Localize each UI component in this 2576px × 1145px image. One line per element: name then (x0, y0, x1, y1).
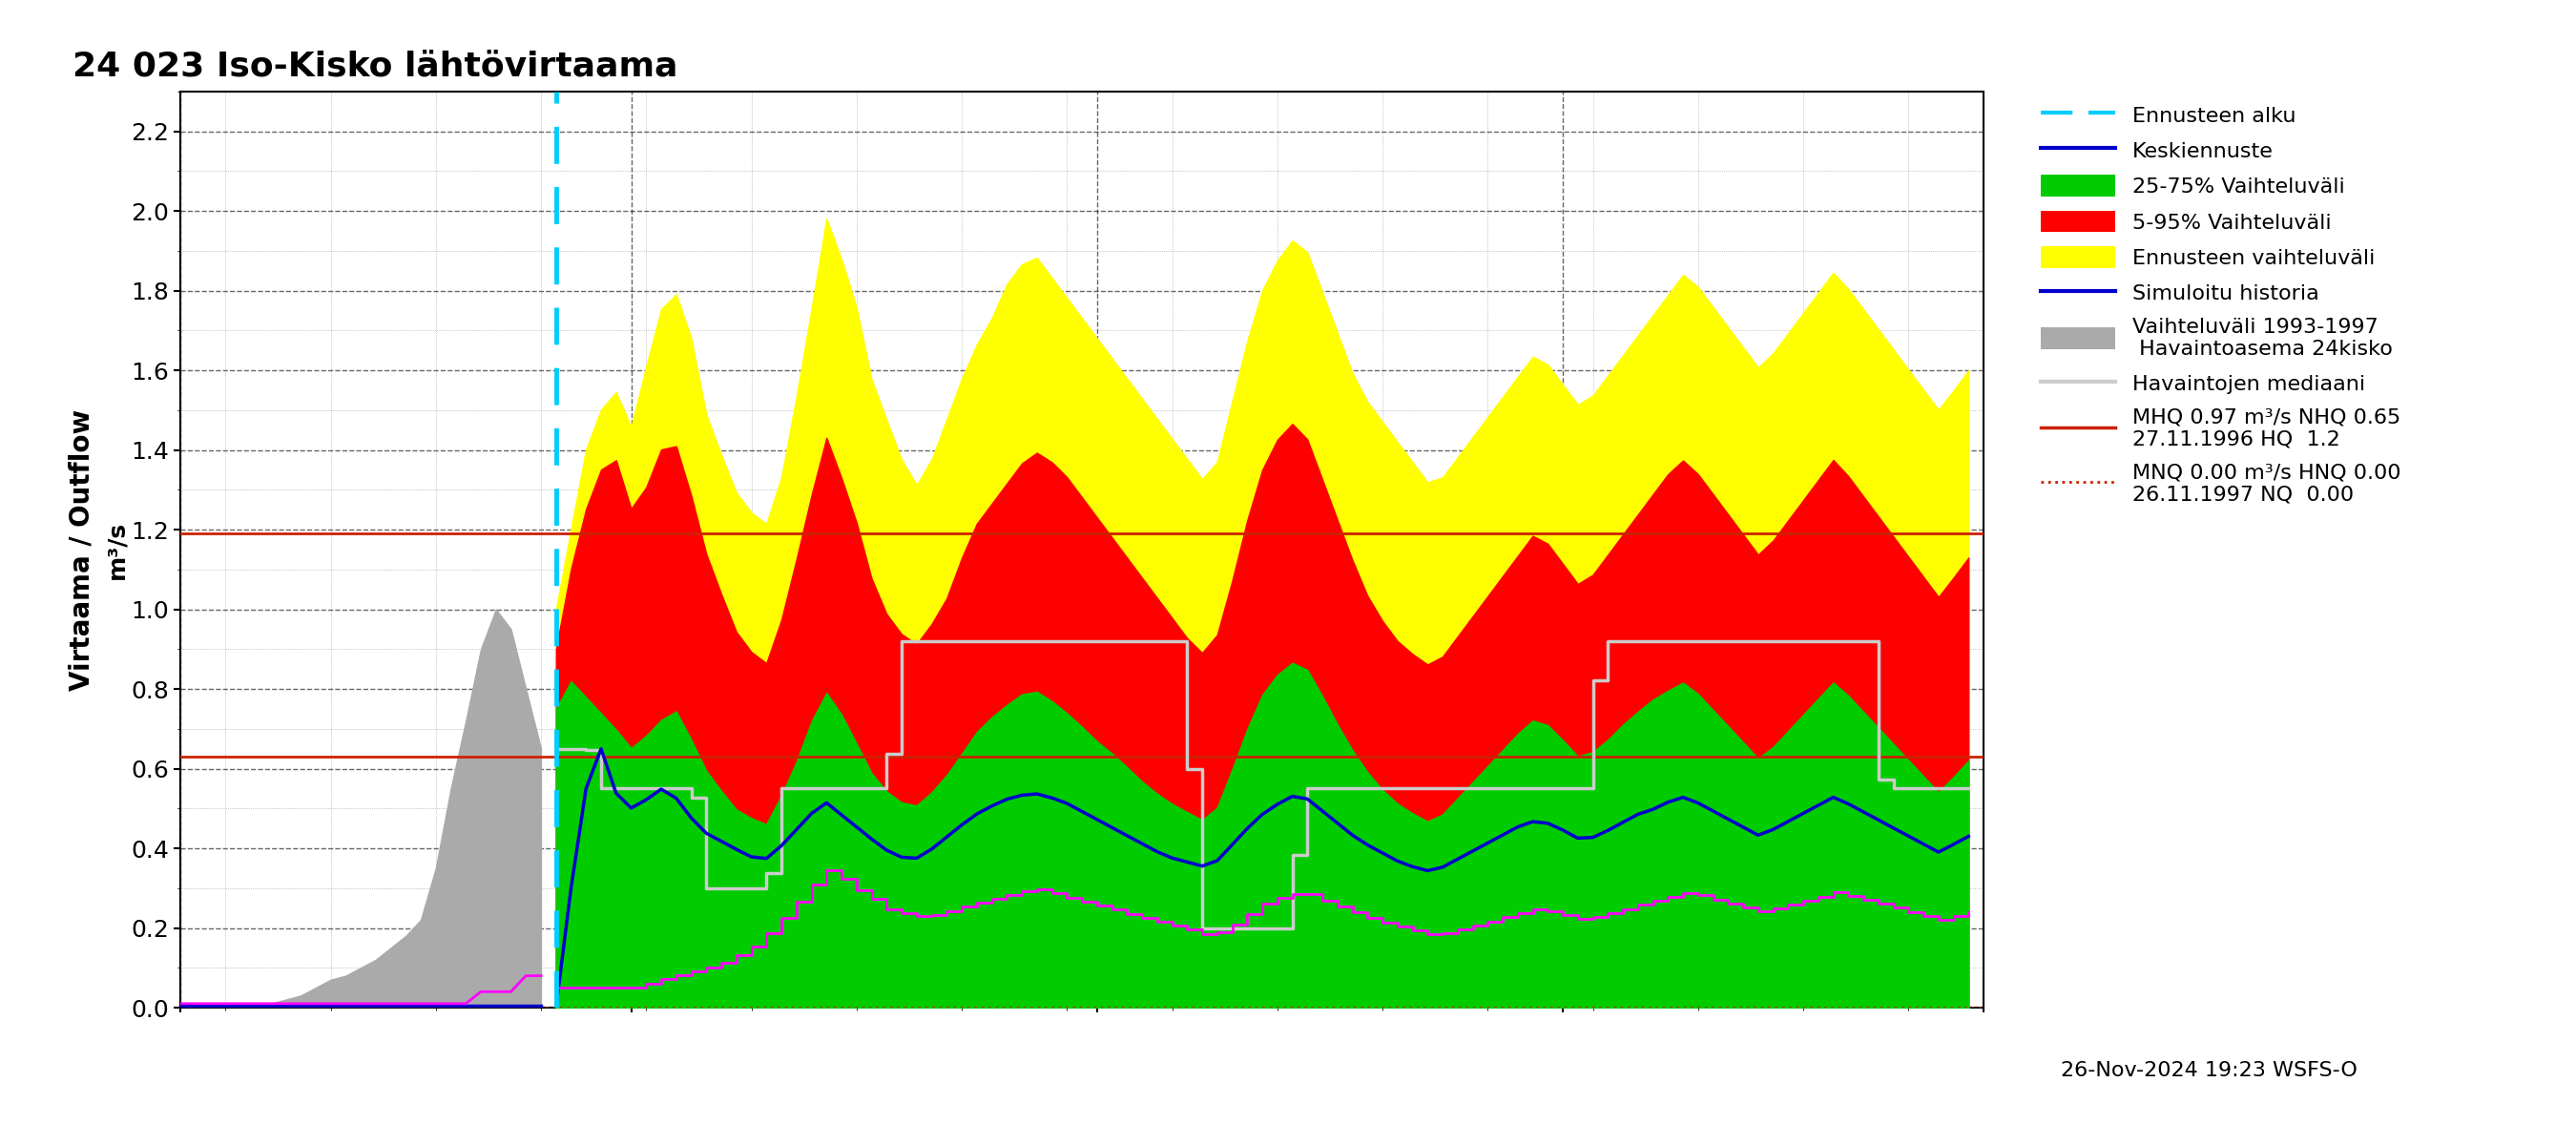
Text: Virtaama / Outflow: Virtaama / Outflow (67, 409, 95, 690)
Text: 24 023 Iso-Kisko lähtövirtaama: 24 023 Iso-Kisko lähtövirtaama (72, 50, 677, 82)
Legend: Ennusteen alku, Keskiennuste, 25-75% Vaihteluväli, 5-95% Vaihteluväli, Ennusteen: Ennusteen alku, Keskiennuste, 25-75% Vai… (2030, 93, 2411, 515)
Text: 26-Nov-2024 19:23 WSFS-O: 26-Nov-2024 19:23 WSFS-O (2061, 1061, 2357, 1080)
Text: m³/s: m³/s (106, 521, 129, 578)
